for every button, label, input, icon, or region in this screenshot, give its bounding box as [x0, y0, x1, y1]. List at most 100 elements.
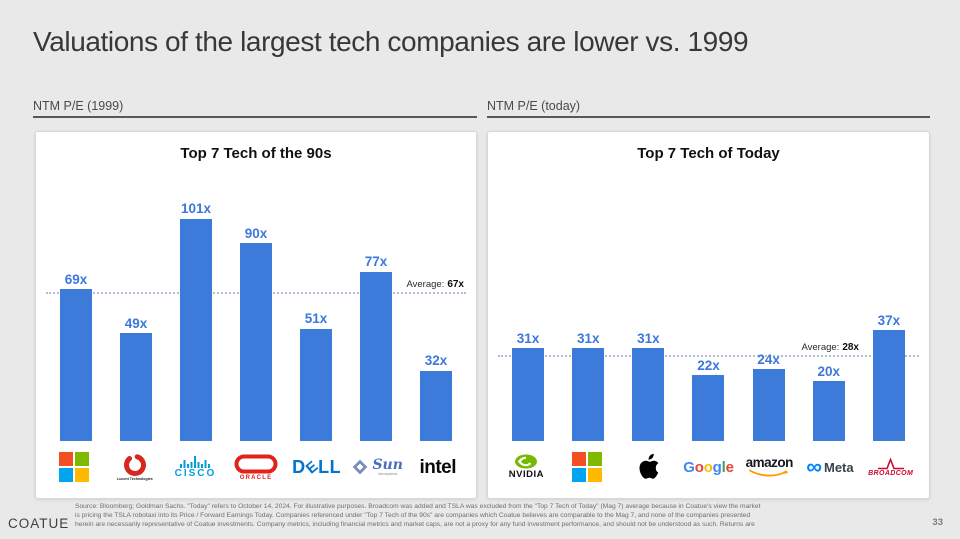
- microsoft-icon: [572, 452, 603, 482]
- logo-intel: intel: [407, 443, 468, 491]
- bar-value-label-amazon: 24x: [757, 351, 780, 367]
- left-axis-caption: NTM P/E (1999): [33, 99, 124, 113]
- cisco-bars-icon: [180, 456, 211, 468]
- bar-value-label-google: 22x: [697, 357, 720, 373]
- bar-meta: [812, 381, 845, 441]
- amazon-smile-icon: [749, 469, 789, 477]
- bar-intel: [420, 370, 452, 441]
- bar-value-label-apple: 31x: [637, 330, 660, 346]
- logo-google: Google: [678, 443, 739, 491]
- footnote-line: Source: Bloomberg; Goldman Sachs. "Today…: [75, 503, 761, 510]
- bar-value-label-microsoft: 31x: [576, 330, 600, 346]
- bars-container: 31x 31x 31x 22x 24x 20x 37x: [498, 177, 919, 441]
- dell-wordmark: D E LL: [292, 456, 342, 477]
- logo-apple: [617, 443, 678, 491]
- bar-google: [692, 375, 725, 441]
- bar-dell: [300, 328, 332, 441]
- bar-value-label-dell: 51x: [304, 311, 328, 327]
- bar-value-label-lucent-technologies: 49x: [124, 315, 148, 331]
- oracle-ring-icon: [234, 454, 278, 473]
- coatue-logo: COATUE: [8, 516, 70, 531]
- footnote-line: is pricing the TSLA robotaxi into its Pr…: [75, 511, 751, 519]
- right-divider-rule: [487, 116, 930, 118]
- bar-value-label-meta: 20x: [817, 363, 841, 379]
- page-title: Valuations of the largest tech companies…: [33, 26, 749, 57]
- average-line: [498, 355, 919, 357]
- footnote-line: herein are necessarily representative of…: [75, 520, 755, 528]
- chart-card-1999: Top 7 Tech of the 90s Average: 67x 69x 49x…: [35, 131, 477, 499]
- bar-nvidia: [512, 348, 545, 441]
- plot-area: Average: 28x 31x 31x 31x 22x 24x 20x 37x: [498, 177, 919, 441]
- logo-lucent-technologies: Lucent Technologies: [105, 443, 166, 491]
- bar-column-google: 22x: [678, 357, 738, 441]
- bar-column-intel: 32x: [406, 354, 466, 441]
- bar-microsoft: [60, 289, 92, 441]
- bar-value-label-oracle: 90x: [244, 225, 268, 241]
- logo-dell: D E LL: [286, 443, 347, 491]
- chart-card-today: Top 7 Tech of Today Average: 28x 31x 31x 31…: [487, 131, 930, 499]
- microsoft-icon: [59, 452, 90, 482]
- average-value: 28x: [842, 342, 859, 353]
- page-number: 33: [932, 517, 943, 528]
- google-wordmark: Google: [683, 458, 734, 476]
- bar-column-oracle: 90x: [226, 225, 286, 441]
- logo-amazon: amazon: [739, 443, 800, 491]
- bar-column-lucent-technologies: 49x: [106, 317, 166, 441]
- bar-microsoft: [572, 348, 605, 441]
- logo-oracle: ORACLE: [226, 443, 287, 491]
- intel-wordmark: intel: [419, 456, 457, 478]
- logo-meta: ∞ Meta: [800, 443, 861, 491]
- bar-value-label-sun-microsystems: 77x: [364, 254, 388, 270]
- plot-area: Average: 67x 69x 49x 101x 90x 51x 77x 32x: [46, 177, 466, 441]
- bar-column-apple: 31x: [618, 330, 678, 441]
- bar-value-label-cisco: 101x: [180, 201, 212, 217]
- bar-column-nvidia: 31x: [498, 330, 558, 441]
- bar-column-meta: 20x: [799, 363, 859, 441]
- left-divider-rule: [33, 116, 477, 118]
- bar-value-label-broadcom: 37x: [877, 312, 901, 328]
- bar-column-broadcom: 37x: [859, 312, 919, 441]
- bar-column-dell: 51x: [286, 312, 346, 441]
- chart-title: Top 7 Tech of Today: [637, 145, 780, 162]
- nvidia-eye-icon: [515, 454, 538, 469]
- logo-cisco: CISCO: [165, 443, 226, 491]
- bar-column-microsoft: 31x: [558, 330, 618, 441]
- logo-sun-microsystems: Sun microsystems: [347, 443, 408, 491]
- source-footnote: Source: Bloomberg; Goldman Sachs. "Today…: [75, 503, 905, 530]
- apple-icon: [639, 453, 659, 479]
- bar-value-label-intel: 32x: [424, 353, 448, 369]
- broadcom-pulse-icon: [877, 457, 904, 469]
- bar-value-label-nvidia: 31x: [516, 330, 540, 346]
- bar-sun-microsystems: [360, 271, 392, 441]
- bars-container: 69x 49x 101x 90x 51x 77x 32x: [46, 177, 466, 441]
- meta-wordmark: Meta: [823, 459, 854, 475]
- amazon-wordmark: amazon: [745, 455, 794, 471]
- logo-broadcom: BROADCOM: [860, 443, 921, 491]
- logo-microsoft: [44, 443, 105, 491]
- sun-diamond-icon: [353, 459, 368, 475]
- average-label: Average: 28x: [801, 342, 859, 353]
- chart-title: Top 7 Tech of the 90s: [180, 145, 332, 162]
- meta-infinity-icon: ∞: [806, 453, 822, 479]
- logo-nvidia: NVIDIA: [496, 443, 557, 491]
- bar-broadcom: [872, 330, 905, 441]
- bar-column-cisco: 101x: [166, 202, 226, 441]
- logo-microsoft: [557, 443, 618, 491]
- bar-oracle: [240, 243, 272, 441]
- bar-column-sun-microsystems: 77x: [346, 255, 406, 441]
- average-value: 67x: [447, 278, 464, 290]
- bar-column-microsoft: 69x: [46, 273, 106, 441]
- bar-apple: [632, 348, 665, 441]
- lucent-ring-icon: [123, 453, 146, 476]
- right-axis-caption: NTM P/E (today): [487, 99, 581, 113]
- bar-lucent-technologies: [120, 333, 152, 441]
- logo-row: Lucent Technologies CISCO ORACLE D E LL Sun mic…: [44, 443, 468, 491]
- average-caption: Average:: [406, 278, 445, 290]
- logo-row: NVIDIA Google amazon ∞ Meta BROADCOM: [496, 443, 921, 491]
- average-label: Average: 67x: [406, 279, 464, 290]
- bar-cisco: [180, 218, 212, 441]
- bar-value-label-microsoft: 69x: [64, 271, 88, 287]
- average-caption: Average:: [801, 342, 840, 353]
- bar-amazon: [752, 369, 785, 441]
